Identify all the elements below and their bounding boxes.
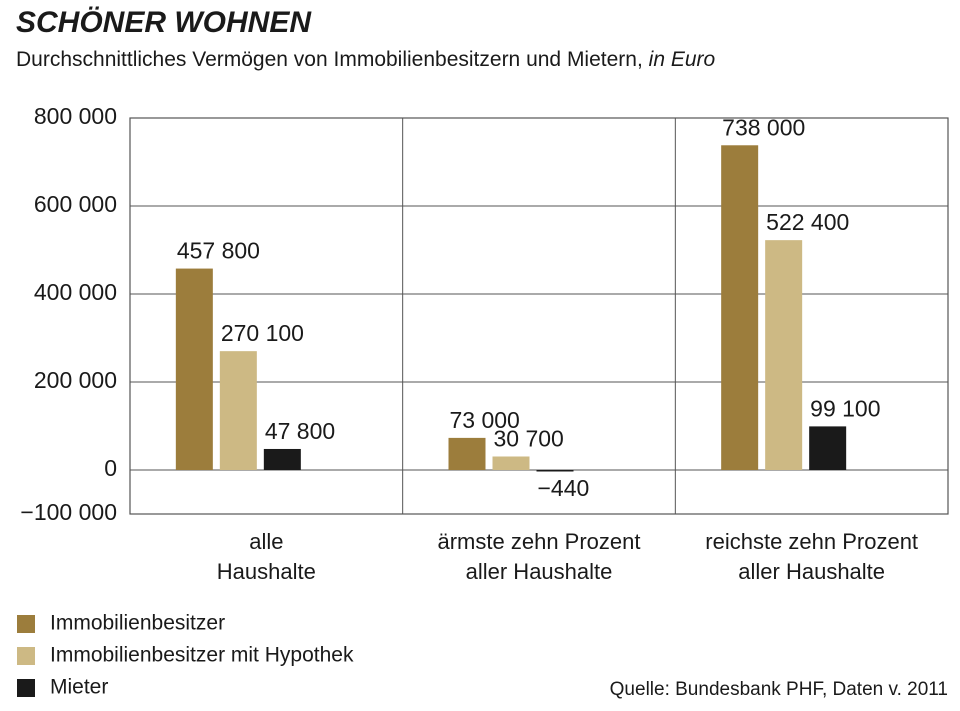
x-tick-label: ärmste zehn Prozent aller Haushalte (437, 529, 641, 584)
bar (219, 351, 257, 470)
x-tick-label: reichste zehn Prozent aller Haushalte (705, 529, 919, 584)
value-label: 270 100 (221, 320, 304, 346)
legend-swatch (17, 679, 35, 697)
chart-subtitle: Durchschnittliches Vermögen von Immobili… (16, 48, 716, 71)
bar (263, 448, 301, 470)
value-label: 73 000 (450, 407, 520, 433)
subtitle-text: Durchschnittliches Vermögen von Immobili… (16, 48, 643, 71)
y-tick-label: −100 000 (20, 499, 117, 525)
legend-label: Mieter (50, 676, 108, 699)
bar (809, 426, 847, 470)
bar (721, 145, 759, 470)
legend-label: Immobilienbesitzer mit Hypothek (50, 644, 354, 667)
value-label: 457 800 (177, 238, 260, 264)
value-label: 99 100 (810, 395, 880, 421)
value-label: 738 000 (722, 114, 805, 140)
y-tick-label: 0 (104, 455, 117, 481)
value-label: 522 400 (766, 209, 849, 235)
bar (448, 437, 486, 470)
legend-swatch (17, 647, 35, 665)
value-label: 30 700 (494, 426, 564, 452)
bar (175, 268, 213, 470)
y-tick-label: 400 000 (34, 279, 117, 305)
bar (536, 470, 574, 472)
value-label: 47 800 (265, 418, 335, 444)
x-tick-label: alle Haushalte (216, 529, 316, 584)
legend-swatch (17, 615, 35, 633)
y-tick-label: 800 000 (34, 103, 117, 129)
source: Quelle: Bundesbank PHF, Daten v. 2011 (610, 679, 948, 700)
chart-title: SCHÖNER WOHNEN (16, 6, 312, 39)
unit: in Euro (649, 48, 716, 71)
bar (765, 240, 803, 470)
bar (492, 456, 530, 470)
value-label: −440 (538, 475, 590, 501)
legend-label: Immobilienbesitzer (50, 612, 225, 635)
y-tick-label: 200 000 (34, 367, 117, 393)
plot-frame (129, 117, 949, 515)
y-tick-label: 600 000 (34, 191, 117, 217)
